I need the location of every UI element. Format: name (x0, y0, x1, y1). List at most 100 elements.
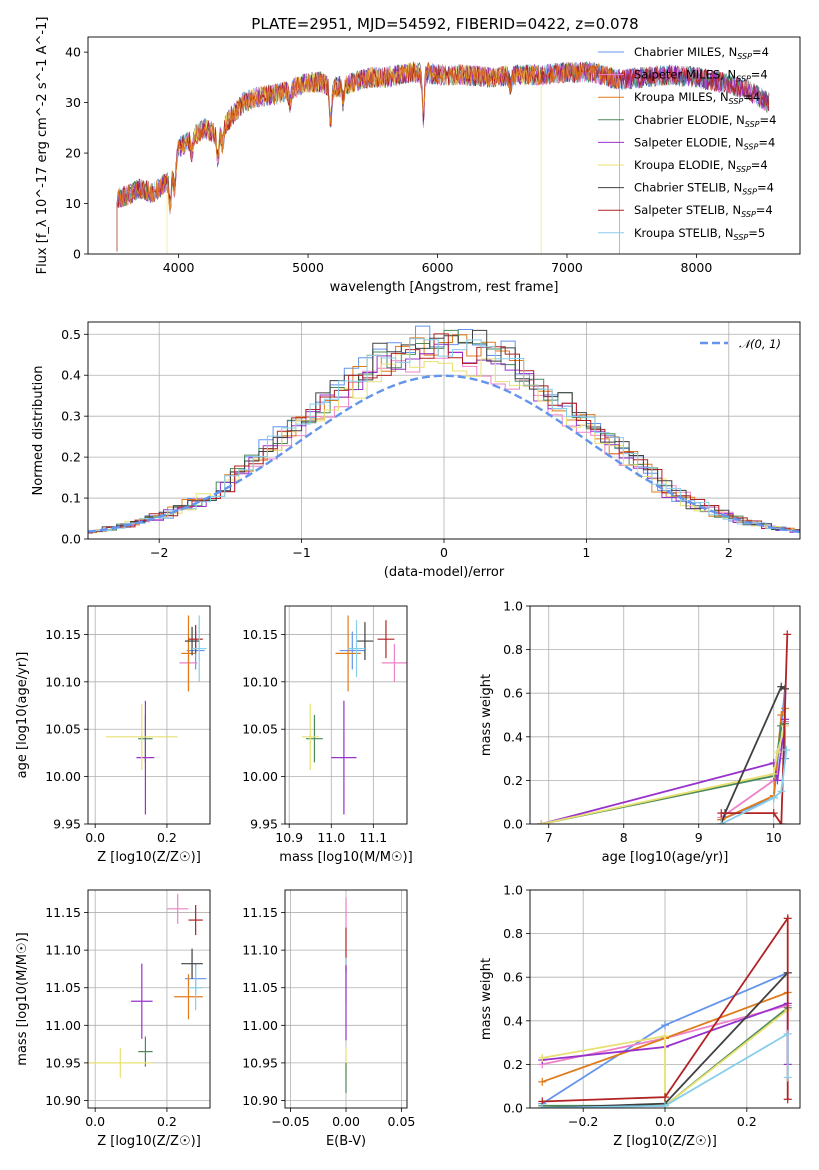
spectrum-legend: Chabrier MILES, NSSP=4 Salpeter MILES, NS… (598, 45, 776, 242)
panel-residual_histogram: −2 −1 0 1 2 0.0 0.1 0.2 0.3 0.4 0.5 (data-model)/er… (31, 321, 801, 580)
y-tick-label: 0.4 (503, 729, 523, 744)
y-tick-label: 9.95 (250, 817, 278, 832)
y-axis-label: mass weight (479, 674, 494, 756)
y-tick-label: 0.8 (503, 642, 523, 657)
y-axis-label: Normed distribution (31, 366, 46, 496)
weight-line-kroupa-stelib (720, 749, 788, 824)
x-tick-label: −0.05 (271, 1114, 309, 1129)
x-tick-label: −0.2 (568, 1114, 598, 1129)
x-tick-label: 8000 (681, 260, 713, 275)
weight-line-salpeter-stelib (542, 915, 789, 1103)
y-tick-label: 10.95 (45, 1055, 81, 1070)
errorbar-kroupa-stelib (192, 615, 207, 682)
x-tick-label: 8 (620, 830, 628, 845)
errorbar-salpeter-elodie (131, 963, 153, 1039)
y-tick-label: 10.00 (45, 769, 81, 784)
weight-line-chabrier-stelib (720, 685, 786, 824)
legend-label: Salpeter STELIB, NSSP=4 (634, 203, 773, 219)
x-tick-label: 0.00 (332, 1114, 360, 1129)
x-tick-label: 1 (582, 545, 590, 560)
legend-label: Kroupa STELIB, NSSP=5 (634, 226, 765, 242)
y-tick-label: 11.05 (45, 980, 81, 995)
x-tick-label: 10 (766, 830, 782, 845)
x-tick-label: 9 (695, 830, 703, 845)
x-tick-label: 0.2 (737, 1114, 757, 1129)
y-tick-label: 10.05 (45, 722, 81, 737)
x-tick-label: 0 (440, 545, 448, 560)
plot-frame (87, 605, 211, 825)
y-tick-label: 0.0 (61, 532, 81, 547)
weight-line-kroupa-elodie (542, 1009, 789, 1108)
y-tick-label: 0.6 (503, 686, 523, 701)
y-tick-label: 10.00 (242, 769, 278, 784)
legend-label: Chabrier ELODIE, NSSP=4 (634, 113, 776, 129)
y-tick-label: 10.15 (242, 627, 278, 642)
legend-label: Chabrier STELIB, NSSP=4 (634, 181, 774, 197)
y-tick-label: 0.4 (503, 1013, 523, 1028)
plot-frame (284, 605, 408, 825)
x-axis-label: (data-model)/error (384, 565, 505, 580)
errorbar-chabrier-elodie (306, 715, 323, 763)
x-axis-label: E(B-V) (326, 1134, 366, 1149)
legend-label: Kroupa ELODIE, NSSP=4 (634, 158, 768, 174)
y-tick-label: 11.15 (45, 905, 81, 920)
errorbar-salpeter-elodie (136, 700, 155, 815)
weight-line-salpeter-stelib (721, 634, 789, 824)
y-axis-label: mass [log10(M/M☉)] (15, 932, 30, 1065)
y-tick-label: 11.10 (242, 943, 278, 958)
y-tick-label: 11.10 (45, 943, 81, 958)
panels-group: 4000 5000 6000 7000 8000010203040wavelength … (15, 17, 801, 1149)
histogram-kroupa-miles (88, 334, 800, 534)
legend-label: Salpeter MILES, NSSP=4 (634, 68, 768, 84)
errorbar-salpeter-elodie (331, 700, 357, 815)
histogram-legend: 𝒩(0, 1) (700, 337, 781, 351)
plot-frame (284, 889, 408, 1109)
x-tick-label: 4000 (163, 260, 195, 275)
y-tick-label: 9.95 (53, 817, 81, 832)
legend-label: Chabrier MILES, NSSP=4 (634, 45, 769, 61)
plot-frame (87, 36, 801, 255)
errorbar-chabrier-elodie (138, 1036, 153, 1067)
y-tick-label: 30 (65, 95, 81, 110)
y-tick-label: 10.90 (45, 1093, 81, 1108)
y-tick-label: 10.05 (242, 722, 278, 737)
errorbar-kroupa-elodie (105, 703, 178, 770)
y-tick-label: 10.10 (242, 674, 278, 689)
errorbar-kroupa-elodie (88, 1047, 153, 1078)
histogram-salpeter-stelib (88, 333, 800, 534)
errorbar-salpeter-stelib (188, 905, 203, 936)
errorbar-kroupa-miles (174, 974, 203, 1020)
panel-mass_vs_Z: 0.0 0.2 10.90 10.95 11.00 11.05 11.10 11.15 Z [l… (15, 889, 211, 1149)
errorbar-salpeter-stelib (377, 620, 395, 659)
x-tick-label: 0.0 (655, 1114, 675, 1129)
x-tick-label: 0.0 (85, 1114, 105, 1129)
y-tick-label: 11.15 (242, 905, 278, 920)
errorbar-kroupa-elodie (301, 703, 319, 770)
y-tick-label: 0.5 (61, 327, 81, 342)
y-tick-label: 0.1 (61, 491, 81, 506)
y-tick-label: 10.95 (242, 1055, 278, 1070)
x-tick-label: 0.2 (157, 830, 177, 845)
y-axis-label: age [log10(age/yr)] (15, 652, 30, 779)
y-tick-label: 0.0 (503, 1101, 523, 1116)
errorbar-salpeter-miles (166, 893, 189, 924)
histogram-kroupa-stelib (88, 338, 800, 533)
panel-mass_weight_vs_Z: −0.2 0.0 0.2 0.0 0.2 0.4 0.6 0.8 1.0 Z [log10(Z/Z… (479, 883, 801, 1149)
errorbar-chabrier-stelib (356, 622, 374, 661)
x-tick-label: 7000 (551, 260, 583, 275)
normal-reference-curve (88, 374, 800, 533)
x-axis-label: age [log10(age/yr)] (602, 850, 729, 865)
x-tick-label: 7 (545, 830, 553, 845)
y-tick-label: 10.10 (45, 674, 81, 689)
panel-mass_vs_ebv: −0.05 0.00 0.05 10.90 10.95 11.00 11.05 11.10 11… (242, 889, 415, 1149)
x-tick-label: 10.9 (275, 830, 303, 845)
y-axis-label: Flux [f_λ 10^-17 erg cm^-2 s^-1 A^-1] (35, 17, 50, 275)
y-tick-label: 0.2 (503, 773, 523, 788)
panel-age_vs_Z: 0.0 0.2 9.95 10.00 10.05 10.10 10.15 Z [log10(Z… (15, 605, 211, 865)
weight-line-kroupa-stelib (542, 1032, 789, 1108)
errorbar-kroupa-stelib (348, 620, 365, 678)
weight-line-kroupa-elodie (541, 725, 786, 824)
x-axis-label: Z [log10(Z/Z☉)] (97, 1134, 201, 1149)
figure-title: PLATE=2951, MJD=54592, FIBERID=0422, z=0… (251, 15, 638, 33)
